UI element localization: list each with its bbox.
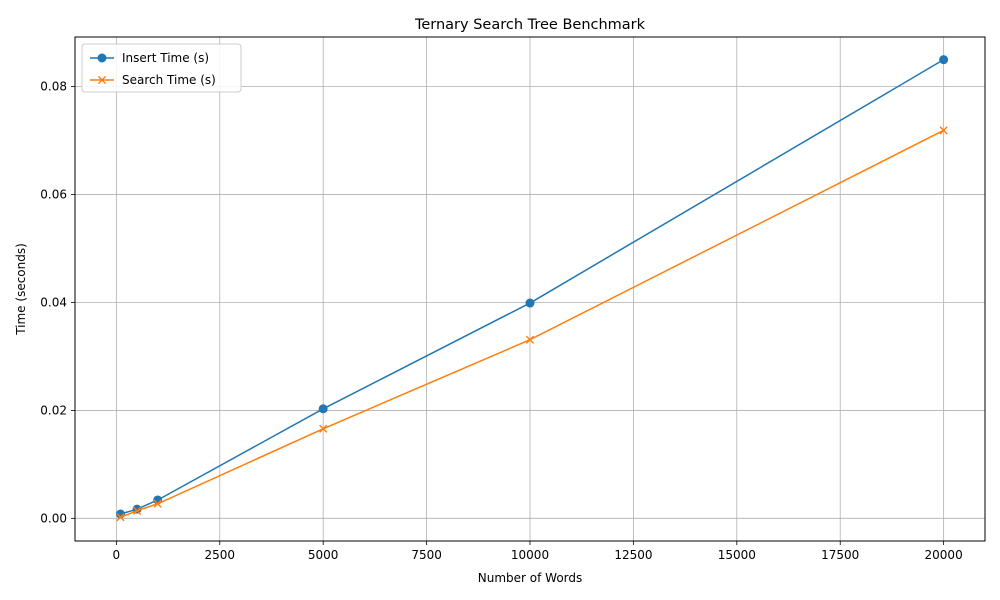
legend-label: Insert Time (s)	[122, 51, 209, 65]
y-tick-label: 0.04	[40, 295, 67, 309]
legend-entry-insert-time: Insert Time (s)	[90, 51, 209, 65]
series-line-search-time	[120, 129, 944, 518]
data-point-search-time	[939, 126, 948, 135]
legend-label: Search Time (s)	[122, 73, 216, 87]
y-axis-ticks: 0.00 0.02 0.04 0.06 0.08	[40, 80, 75, 525]
x-axis-ticks: 0 2500 5000 7500 10000 12500 15000 17500 20000	[113, 541, 963, 562]
legend: Insert Time (s) Search Time (s)	[81, 43, 242, 93]
x-tick-label: 7500	[411, 548, 442, 562]
data-point-search-time	[153, 499, 162, 508]
data-point-search-time	[319, 424, 328, 433]
data-point-search-time	[132, 506, 142, 515]
chart-title: Ternary Search Tree Benchmark	[414, 17, 646, 33]
plot-series	[116, 55, 949, 522]
y-tick-label: 0.02	[40, 403, 67, 417]
y-axis-label: Time (seconds)	[14, 243, 28, 336]
x-tick-label: 0	[113, 548, 121, 562]
x-tick-label: 2500	[204, 548, 235, 562]
series-insert-time	[116, 55, 949, 519]
x-tick-label: 10000	[511, 548, 549, 562]
x-tick-label: 20000	[925, 548, 963, 562]
series-search-time	[116, 126, 948, 522]
data-point-insert-time	[318, 404, 328, 414]
x-tick-label: 5000	[308, 548, 339, 562]
x-tick-label: 15000	[718, 548, 756, 562]
data-point-search-time	[116, 513, 125, 522]
data-point-insert-time	[939, 55, 949, 65]
legend-box	[81, 43, 242, 93]
data-point-insert-time	[525, 298, 535, 308]
x-tick-label: 12500	[614, 548, 652, 562]
x-tick-label: 17500	[821, 548, 859, 562]
data-point-search-time	[525, 335, 535, 344]
x-axis-label: Number of Words	[478, 571, 583, 585]
legend-marker	[97, 53, 107, 63]
y-tick-label: 0.08	[40, 80, 67, 94]
legend-marker	[97, 75, 107, 85]
y-tick-label: 0.00	[40, 511, 67, 525]
y-tick-label: 0.06	[40, 188, 67, 202]
legend-entry-search-time: Search Time (s)	[90, 73, 216, 87]
